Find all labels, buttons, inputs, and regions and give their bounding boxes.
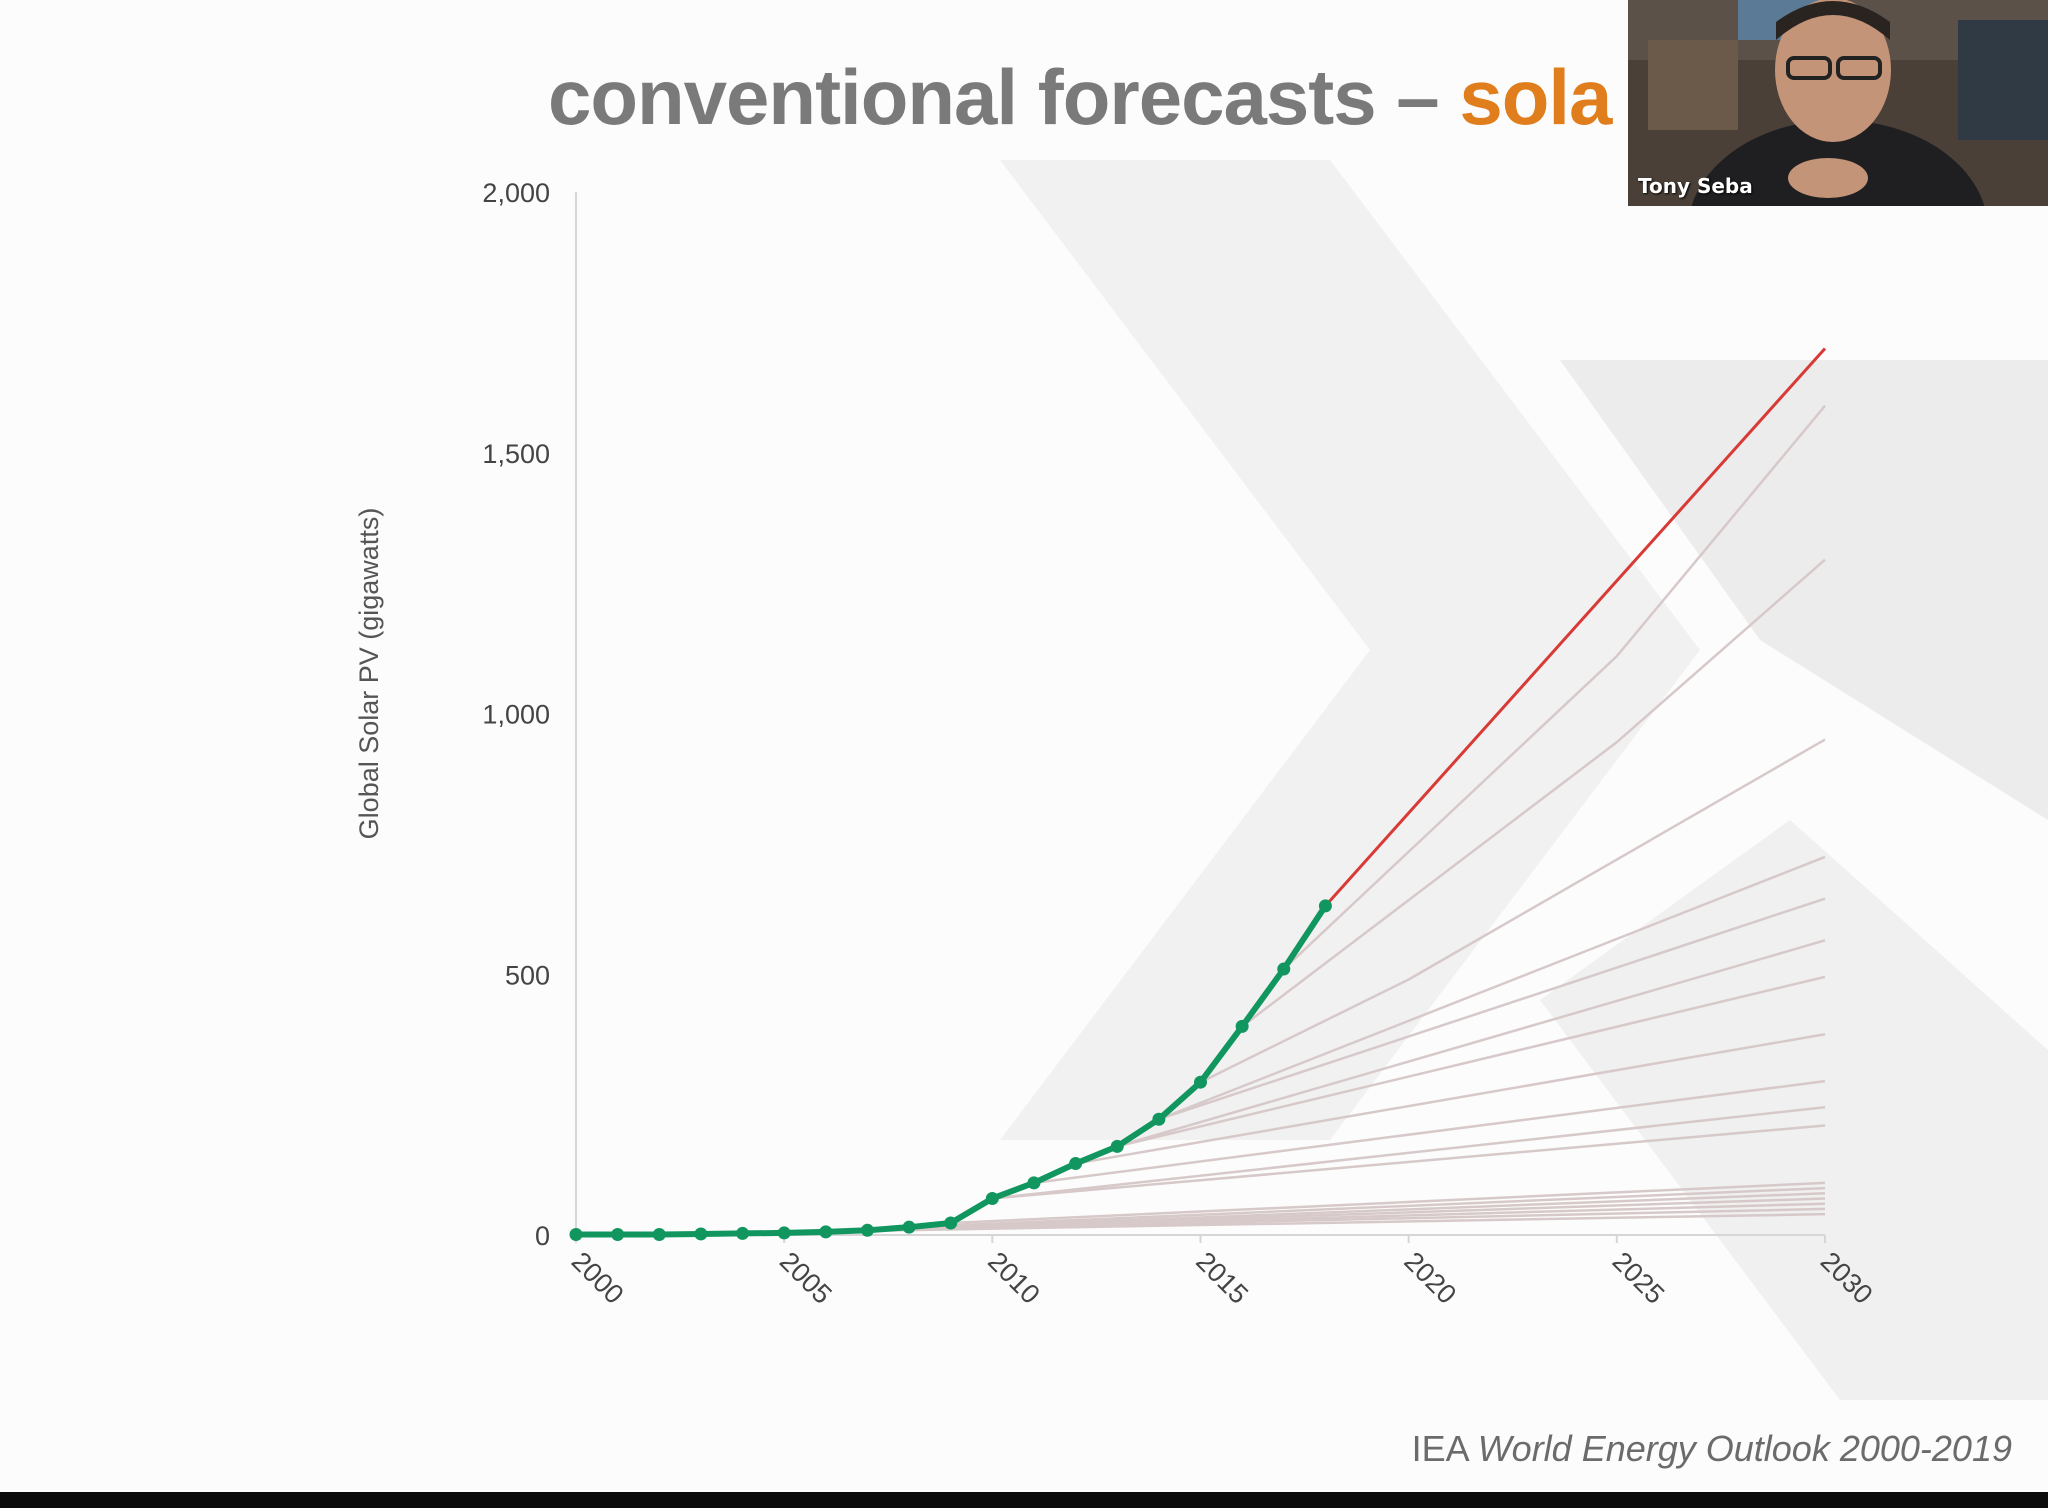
title-main: conventional forecasts – bbox=[548, 53, 1460, 141]
actual-data-point bbox=[1194, 1075, 1207, 1089]
y-tick-label: 1,000 bbox=[482, 700, 550, 730]
actual-data-point bbox=[819, 1225, 833, 1239]
actual-data-point bbox=[902, 1220, 916, 1234]
bottom-bar bbox=[0, 1492, 2048, 1508]
actual-data-point bbox=[694, 1227, 708, 1241]
forecast-series-line bbox=[992, 1105, 1826, 1200]
presenter-video-frame bbox=[1628, 0, 2048, 206]
forecast-series-line bbox=[950, 1181, 1826, 1225]
forecast-series-line bbox=[1199, 738, 1826, 1084]
actual-data-point bbox=[1235, 1019, 1249, 1033]
forecast-series-line bbox=[1282, 405, 1826, 970]
actual-data-point bbox=[611, 1227, 625, 1241]
forecast-series-line bbox=[1158, 897, 1826, 1121]
x-tick-label: 2010 bbox=[982, 1246, 1046, 1310]
x-tick-label: 2025 bbox=[1607, 1246, 1671, 1310]
source-title: World Energy Outlook 2000-2019 bbox=[1477, 1428, 2012, 1469]
slide-title: conventional forecasts – sola bbox=[548, 52, 1612, 143]
source-prefix: IEA bbox=[1411, 1428, 1478, 1469]
source-citation: IEA World Energy Outlook 2000-2019 bbox=[1412, 1428, 2012, 1470]
actual-line bbox=[569, 899, 1332, 1241]
actual-data-point bbox=[1152, 1112, 1166, 1126]
actual-data-point bbox=[985, 1191, 999, 1205]
forecast-series-line bbox=[1116, 975, 1826, 1148]
actual-data-point bbox=[777, 1226, 791, 1240]
x-tick-label: 2030 bbox=[1815, 1246, 1879, 1310]
x-tick-label: 2015 bbox=[1190, 1246, 1254, 1310]
actual-data-point bbox=[944, 1216, 958, 1230]
y-axis-label: Global Solar PV (gigawatts) bbox=[354, 508, 384, 840]
actual-data-point bbox=[1110, 1139, 1124, 1153]
y-tick-label: 0 bbox=[535, 1221, 550, 1251]
x-tick-label: 2020 bbox=[1398, 1246, 1462, 1310]
y-tick-label: 500 bbox=[505, 960, 550, 990]
actual-data-point bbox=[860, 1223, 874, 1237]
actual-data-point bbox=[1277, 962, 1291, 976]
x-tick-label: 2000 bbox=[566, 1246, 630, 1310]
title-accent: sola bbox=[1459, 53, 1612, 141]
actual-data-point bbox=[1069, 1157, 1083, 1171]
presenter-name-label: Tony Seba bbox=[1638, 174, 1753, 198]
forecast-series-line bbox=[1158, 855, 1826, 1121]
x-tick-label: 2005 bbox=[774, 1246, 838, 1310]
actual-data-point bbox=[652, 1227, 666, 1241]
forecast-series-line bbox=[992, 1124, 1826, 1200]
forecast-series-line bbox=[1075, 1032, 1826, 1165]
actual-data-point bbox=[736, 1226, 750, 1240]
actual-data-point bbox=[1318, 899, 1332, 913]
forecast-lines bbox=[659, 347, 1827, 1236]
actual-data-point bbox=[569, 1227, 583, 1241]
y-tick-label: 1,500 bbox=[482, 439, 550, 469]
actual-data-point bbox=[1027, 1176, 1041, 1190]
forecast-series-line bbox=[1241, 558, 1826, 1028]
actual-solar-pv-line bbox=[576, 904, 1328, 1238]
forecast-series-line bbox=[909, 1186, 1826, 1229]
forecast-series-line bbox=[1033, 1079, 1826, 1185]
presenter-video-tile[interactable]: Tony Seba bbox=[1628, 0, 2048, 206]
latest-forecast-line bbox=[1324, 347, 1827, 907]
y-tick-label: 2,000 bbox=[482, 178, 550, 208]
forecast-series-line bbox=[1116, 939, 1826, 1148]
